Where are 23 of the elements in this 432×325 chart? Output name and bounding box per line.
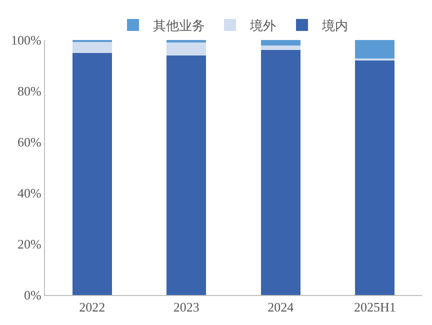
y-tick-label: 40% bbox=[18, 186, 42, 201]
bar bbox=[355, 40, 395, 58]
bar bbox=[166, 40, 206, 43]
y-tick-label: 60% bbox=[18, 134, 42, 150]
bar bbox=[260, 40, 300, 46]
bar bbox=[166, 42, 206, 56]
bar bbox=[72, 41, 112, 53]
x-tick-label: 2023 bbox=[173, 300, 200, 315]
bar bbox=[72, 52, 112, 295]
y-tick-label: 100% bbox=[11, 32, 42, 48]
bar bbox=[260, 50, 300, 295]
x-tick-label: 2025H1 bbox=[354, 300, 396, 315]
legend-label: 境内 bbox=[321, 18, 348, 34]
y-tick-label: 0% bbox=[24, 288, 42, 303]
bar bbox=[166, 55, 206, 295]
y-tick-label: 80% bbox=[18, 84, 42, 99]
y-tick-label: 20% bbox=[18, 236, 42, 252]
legend-label: 其他业务 bbox=[153, 18, 205, 34]
x-tick-label: 2024 bbox=[268, 300, 294, 315]
legend-label: 境外 bbox=[249, 18, 276, 34]
x-tick-label: 2022 bbox=[79, 300, 106, 315]
bar bbox=[260, 46, 300, 50]
bar bbox=[355, 60, 395, 295]
